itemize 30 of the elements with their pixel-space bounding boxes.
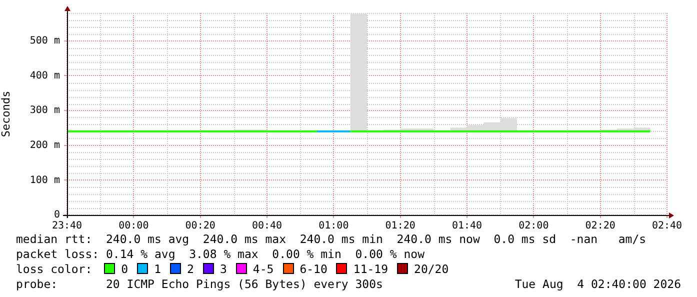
text: Tue Aug 4 02:40:00 2026	[514, 277, 681, 292]
x-tick-label: 02:00	[518, 220, 549, 232]
y-tick-label: 500 m	[30, 35, 60, 46]
y-tick-label: 300 m	[30, 105, 60, 116]
y-axis-title: Seconds	[0, 90, 12, 138]
x-tick-label: 01:40	[452, 220, 482, 232]
legend-label: 20/20	[414, 262, 449, 276]
x-tick-label: 23:40	[52, 220, 82, 232]
legend-label: 1	[154, 262, 162, 276]
x-tick-label: 01:20	[385, 220, 416, 232]
x-tick-label: 00:40	[252, 220, 282, 232]
x-tick-label: 00:00	[118, 220, 149, 232]
x-tick-label: 02:40	[652, 220, 682, 232]
legend-title: loss color:	[16, 262, 92, 276]
x-tick-label: 01:00	[318, 220, 349, 232]
x-tick-label: 00:20	[185, 220, 216, 232]
legend-label: 6-10	[300, 262, 328, 276]
legend-label: 0	[121, 262, 128, 276]
legend-label: 2	[187, 262, 194, 276]
text: packet loss: 0.14 % avg 3.08 % max 0.00 % min 0.00 % now	[16, 247, 426, 262]
y-tick-label: 400 m	[30, 70, 60, 82]
x-tick-label: 02:20	[585, 220, 616, 232]
y-tick-label: 200 m	[30, 140, 60, 151]
text: probe: 20 ICMP Echo Pings (56 Bytes) every 300s	[16, 277, 383, 292]
y-tick-label: 0	[54, 210, 60, 221]
legend-label: 4-5	[252, 262, 274, 276]
legend-label: 3	[220, 262, 227, 276]
legend-label: 11-19	[353, 262, 388, 276]
text: median rtt: 240.0 ms avg 240.0 ms max 240.0 ms min 240.0 ms now 0.0 ms sd -nan am/s	[16, 232, 648, 247]
y-tick-label: 100 m	[30, 174, 60, 186]
